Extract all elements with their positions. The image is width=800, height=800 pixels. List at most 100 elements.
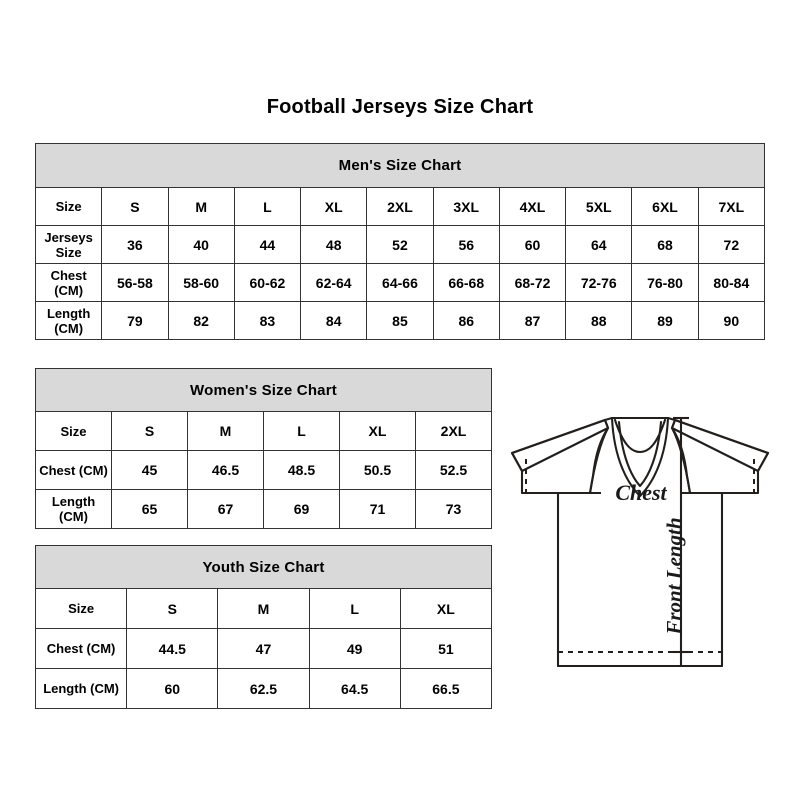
table-row: Size S M L XL 2XL 3XL 4XL 5XL 6XL 7XL — [34, 187, 766, 226]
mens-chest-m: 58-60 — [167, 263, 235, 302]
youth-size-l: L — [308, 588, 401, 629]
row-header-chest: Chest (CM) — [34, 628, 128, 669]
mens-chest-l: 60-62 — [233, 263, 302, 302]
row-header-size: Size — [35, 411, 112, 451]
mens-size-s: S — [101, 187, 169, 226]
page-title: Football Jerseys Size Chart — [266, 96, 534, 118]
mens-size-5xl: 5XL — [565, 187, 633, 226]
mens-chest-5xl: 72-76 — [565, 263, 633, 302]
mens-length-l: 83 — [233, 301, 302, 340]
mens-length-2xl: 85 — [366, 301, 434, 340]
table-row: Chest (CM) 44.5 47 49 51 — [34, 628, 493, 669]
row-header-length: Length (CM) — [34, 301, 103, 340]
mens-jerseys-size-6xl: 68 — [631, 225, 699, 264]
neckline-top-curve — [613, 418, 667, 454]
left-shoulder-line — [603, 416, 614, 422]
neckline-outer-v — [610, 416, 670, 498]
table-row: Chest (CM) 56-58 58-60 60-62 62-64 64-66… — [34, 263, 766, 302]
womens-chest-s: 45 — [111, 450, 188, 490]
youth-length-xl: 66.5 — [399, 668, 493, 709]
mens-chest-7xl: 80-84 — [697, 263, 766, 302]
table-row: Length (CM) 65 67 69 71 73 — [35, 489, 492, 529]
mens-jerseys-size-s: 36 — [101, 225, 169, 264]
row-header-size: Size — [34, 588, 128, 629]
mens-chest-4xl: 68-72 — [498, 263, 567, 302]
mens-size-l: L — [233, 187, 302, 226]
right-shoulder-line — [666, 416, 677, 422]
mens-size-2xl: 2XL — [366, 187, 434, 226]
womens-chest-xl: 50.5 — [339, 450, 416, 490]
youth-chest-s: 44.5 — [126, 628, 219, 669]
front-length-measurement-label: Front Length — [662, 517, 686, 635]
mens-length-m: 82 — [167, 301, 235, 340]
mens-length-3xl: 86 — [432, 301, 500, 340]
mens-chest-6xl: 76-80 — [631, 263, 699, 302]
mens-jerseys-size-5xl: 64 — [565, 225, 633, 264]
row-header-length: Length (CM) — [34, 668, 128, 709]
youth-size-s: S — [126, 588, 219, 629]
chest-measurement-label: Chest — [615, 480, 667, 505]
mens-jerseys-size-3xl: 56 — [432, 225, 500, 264]
table-caption-row: Men's Size Chart — [35, 143, 765, 188]
mens-chest-xl: 62-64 — [300, 263, 368, 302]
mens-size-m: M — [167, 187, 235, 226]
mens-length-5xl: 88 — [565, 301, 633, 340]
womens-size-m: M — [187, 411, 264, 451]
table-row: Chest (CM) 45 46.5 48.5 50.5 52.5 — [35, 450, 492, 490]
table-row: Length (CM) 60 62.5 64.5 66.5 — [34, 668, 493, 709]
mens-length-xl: 84 — [300, 301, 368, 340]
womens-length-s: 65 — [111, 489, 188, 529]
mens-jerseys-size-2xl: 52 — [366, 225, 434, 264]
womens-size-s: S — [111, 411, 188, 451]
mens-length-6xl: 89 — [631, 301, 699, 340]
mens-jerseys-size-7xl: 72 — [697, 225, 766, 264]
womens-length-2xl: 73 — [415, 489, 492, 529]
mens-length-s: 79 — [101, 301, 169, 340]
table-row: Length (CM) 79 82 83 84 85 86 87 88 89 9… — [34, 301, 766, 340]
womens-chest-m: 46.5 — [187, 450, 264, 490]
row-header-chest: Chest (CM) — [34, 263, 103, 302]
mens-size-xl: XL — [300, 187, 368, 226]
jersey-measurement-diagram: Chest Front Length — [510, 416, 770, 668]
youth-size-xl: XL — [399, 588, 493, 629]
mens-table-caption: Men's Size Chart — [35, 143, 765, 188]
mens-jerseys-size-4xl: 60 — [498, 225, 567, 264]
left-armhole-seam — [588, 426, 610, 495]
table-row: Size S M L XL — [34, 588, 493, 629]
womens-size-l: L — [263, 411, 340, 451]
mens-size-7xl: 7XL — [697, 187, 766, 226]
mens-jerseys-size-l: 44 — [233, 225, 302, 264]
womens-size-xl: XL — [339, 411, 416, 451]
womens-size-table: Women's Size Chart Size S M L XL 2XL Che… — [35, 368, 492, 529]
mens-length-4xl: 87 — [498, 301, 567, 340]
table-caption-row: Youth Size Chart — [35, 545, 492, 589]
row-header-size: Size — [34, 187, 103, 226]
womens-length-xl: 71 — [339, 489, 416, 529]
mens-chest-3xl: 66-68 — [432, 263, 500, 302]
right-armhole-seam — [670, 426, 692, 495]
mens-chest-s: 56-58 — [101, 263, 169, 302]
womens-length-l: 69 — [263, 489, 340, 529]
neckline-inner-v — [617, 420, 663, 488]
table-row: Size S M L XL 2XL — [35, 411, 492, 451]
mens-size-6xl: 6XL — [631, 187, 699, 226]
youth-chest-l: 49 — [308, 628, 401, 669]
table-caption-row: Women's Size Chart — [35, 368, 492, 412]
womens-chest-l: 48.5 — [263, 450, 340, 490]
mens-size-4xl: 4XL — [498, 187, 567, 226]
row-header-jerseys-size: Jerseys Size — [34, 225, 103, 264]
youth-length-l: 64.5 — [308, 668, 401, 709]
womens-length-m: 67 — [187, 489, 264, 529]
youth-table-caption: Youth Size Chart — [35, 545, 492, 589]
womens-chest-2xl: 52.5 — [415, 450, 492, 490]
mens-jerseys-size-m: 40 — [167, 225, 235, 264]
torso-outline — [556, 491, 724, 668]
youth-chest-xl: 51 — [399, 628, 493, 669]
youth-length-s: 60 — [126, 668, 219, 709]
womens-table-caption: Women's Size Chart — [35, 368, 492, 412]
youth-length-m: 62.5 — [217, 668, 310, 709]
youth-size-table: Youth Size Chart Size S M L XL Chest (CM… — [34, 545, 493, 709]
mens-size-table: Men's Size Chart Size S M L XL 2XL 3XL 4… — [34, 143, 766, 340]
row-header-length: Length (CM) — [35, 489, 112, 529]
youth-chest-m: 47 — [217, 628, 310, 669]
